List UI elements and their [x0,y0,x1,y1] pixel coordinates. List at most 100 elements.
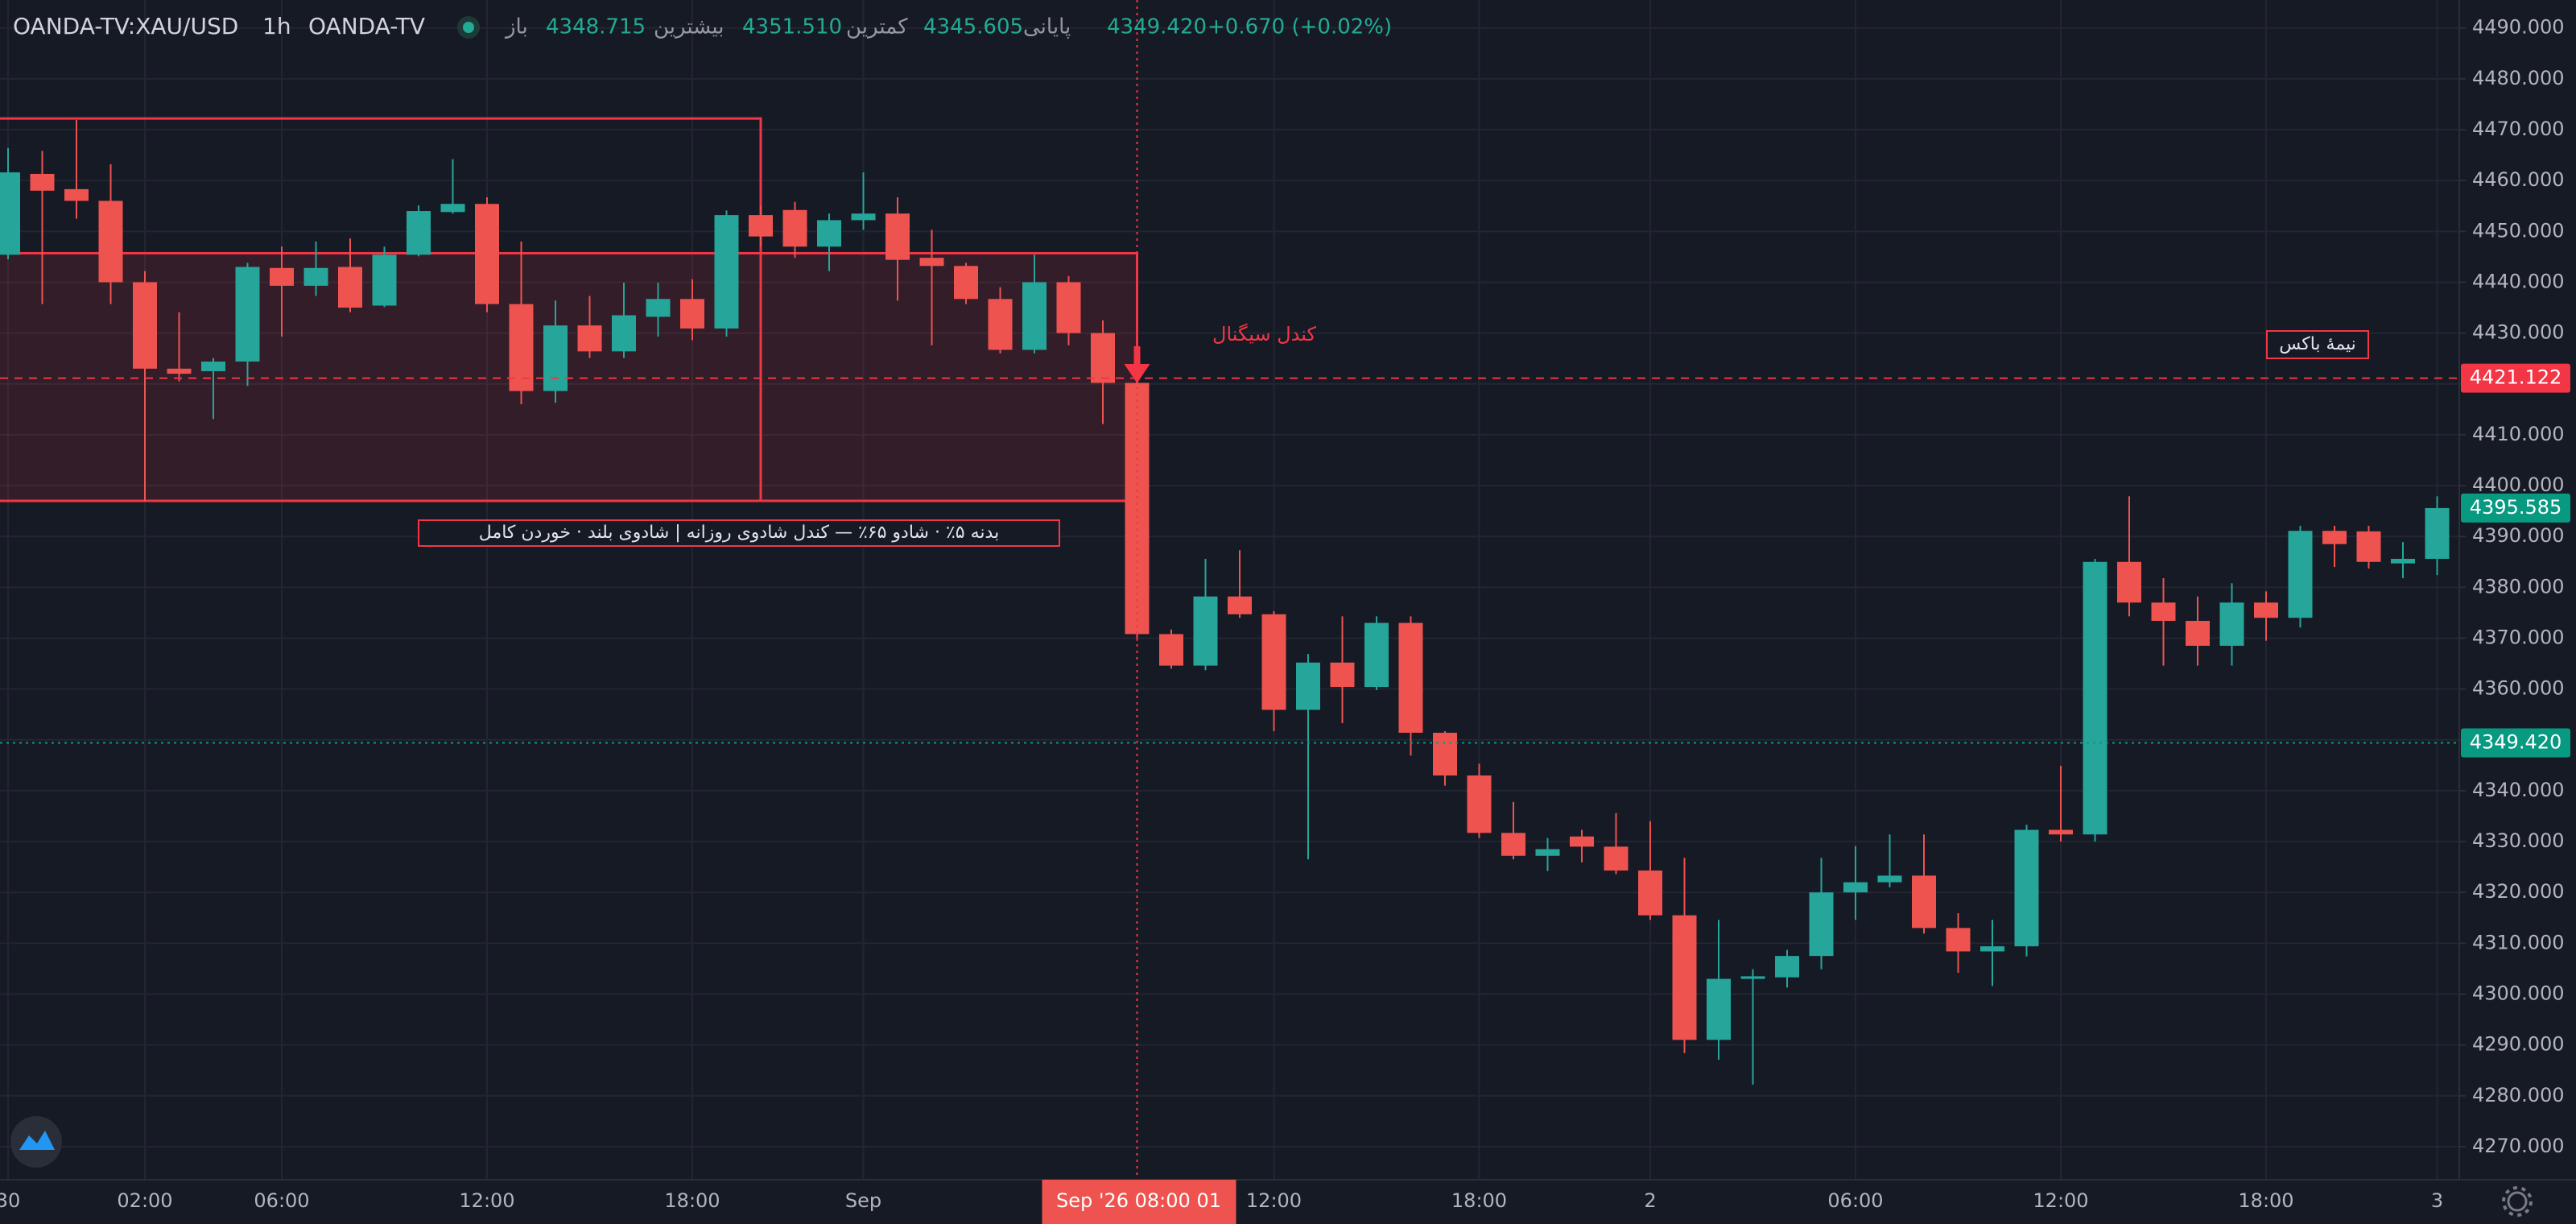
pattern-label: بدنه ۵٪ · شادو ۶۵٪ — کندل شادوی روزانه |… [479,523,999,543]
status-dot [463,22,474,33]
candle-body [1740,976,1765,979]
candle-body [2049,829,2073,835]
zones [0,117,1138,502]
y-tick-label: 4380.000 [2472,575,2565,598]
candles [0,120,2450,1085]
y-tick-label: 4490.000 [2472,16,2565,39]
candle-body [2356,531,2381,562]
candle-body [851,213,876,221]
x-tick-label: 30 [0,1189,20,1212]
axes: 4270.000 4280.000 4290.000 4300.000 4310.000… [0,16,2570,1224]
y-tick-label: 4470.000 [2472,118,2565,140]
y-tick-label: 4280.000 [2472,1084,2565,1106]
y-tick-label: 4300.000 [2472,982,2565,1005]
settings-button[interactable] [2502,1186,2533,1217]
x-tick-label: Sep [845,1189,881,1212]
candle-body [30,173,55,191]
candle-body [543,325,568,391]
candle-body [886,213,910,260]
candle-body [2288,531,2313,618]
price-tag [2461,493,2570,523]
y-tick-label: 4340.000 [2472,779,2565,801]
signal-arrow [1124,346,1150,383]
crosshair-time-label: Sep '26 08:00 01 [1056,1189,1221,1212]
candle-body [2117,561,2141,603]
candle-body [919,258,944,267]
candle-body [0,172,20,255]
candle-body [1056,282,1081,333]
candle-body [817,220,841,247]
y-tick-label: 4360.000 [2472,677,2565,700]
candle-body [64,188,89,201]
gear-ring[interactable] [2507,1191,2528,1212]
change: +0.670 (+0.02%) [1208,15,1392,39]
candle-body [303,267,328,286]
candle-body [201,361,225,371]
candle-body [2083,561,2107,835]
interval[interactable]: 1h [262,13,291,39]
candle-body [680,299,704,329]
candle-body [1330,662,1355,688]
x-tick-label: 3 [2431,1189,2443,1212]
x-tick-label: 06:00 [1827,1189,1883,1212]
candle-body [749,215,773,237]
candle-body [1946,928,1971,952]
ohlc-value: 4345.605 [923,15,1023,39]
y-tick-label: 4450.000 [2472,219,2565,242]
y-tick-label: 4390.000 [2472,524,2565,547]
candle-body [1775,956,1799,978]
logo-circle[interactable] [10,1116,62,1168]
candle-body [1125,382,1150,635]
ohlc-label: کمترین [846,15,908,39]
candle-body [2219,602,2244,646]
candle-body [988,299,1013,350]
candle-body [1398,622,1423,733]
candle-body [235,267,260,362]
y-tick-label: 4400.000 [2472,473,2565,496]
ohlc-label: باز [504,15,528,39]
x-tick-label: 12:00 [2033,1189,2088,1212]
annotation-box [418,519,1060,547]
y-tick-label: 4430.000 [2472,321,2565,344]
y-tick-label: 4320.000 [2472,880,2565,903]
candle-body [1193,596,1218,666]
candle-body [509,304,534,391]
y-tick-label: 4310.000 [2472,931,2565,953]
candle-body [1022,282,1046,350]
x-tick-label: 12:00 [1246,1189,1302,1212]
candle-body [1672,915,1697,1040]
candle-body [1433,732,1457,775]
candle-body [577,325,602,352]
gear-teeth[interactable] [2502,1186,2533,1217]
logo-mark[interactable] [19,1131,55,1150]
ohlc-value: 4351.510 [742,15,842,39]
candle-body [2391,558,2415,564]
logo[interactable] [10,1116,62,1168]
candle-body [782,209,807,247]
candle-body [270,267,294,286]
candle-body [954,266,978,300]
candle-body [133,282,157,369]
candle-body [98,201,123,283]
candle-body [2014,829,2039,947]
candle-body [1638,870,1662,916]
candle-body [1535,849,1560,856]
x-tick-label: 02:00 [117,1189,172,1212]
annotation-box [2266,330,2369,359]
y-tick-label: 4440.000 [2472,270,2565,292]
candle-body [440,204,465,213]
candle-body [1570,836,1594,847]
x-tick-label: 18:00 [1451,1189,1507,1212]
candle-body [1228,596,1252,614]
candle-body [2425,507,2450,559]
y-tick-label: 4270.000 [2472,1135,2565,1157]
x-tick-label: 18:00 [2238,1189,2293,1212]
x-tick-label: 18:00 [664,1189,720,1212]
candle-body [2151,602,2176,622]
y-tick-label: 4370.000 [2472,626,2565,648]
legend-header: OANDA-TV:XAU/USD 1h OANDA-TV باز 4348.71… [13,13,1392,39]
candle-body [2254,602,2278,618]
